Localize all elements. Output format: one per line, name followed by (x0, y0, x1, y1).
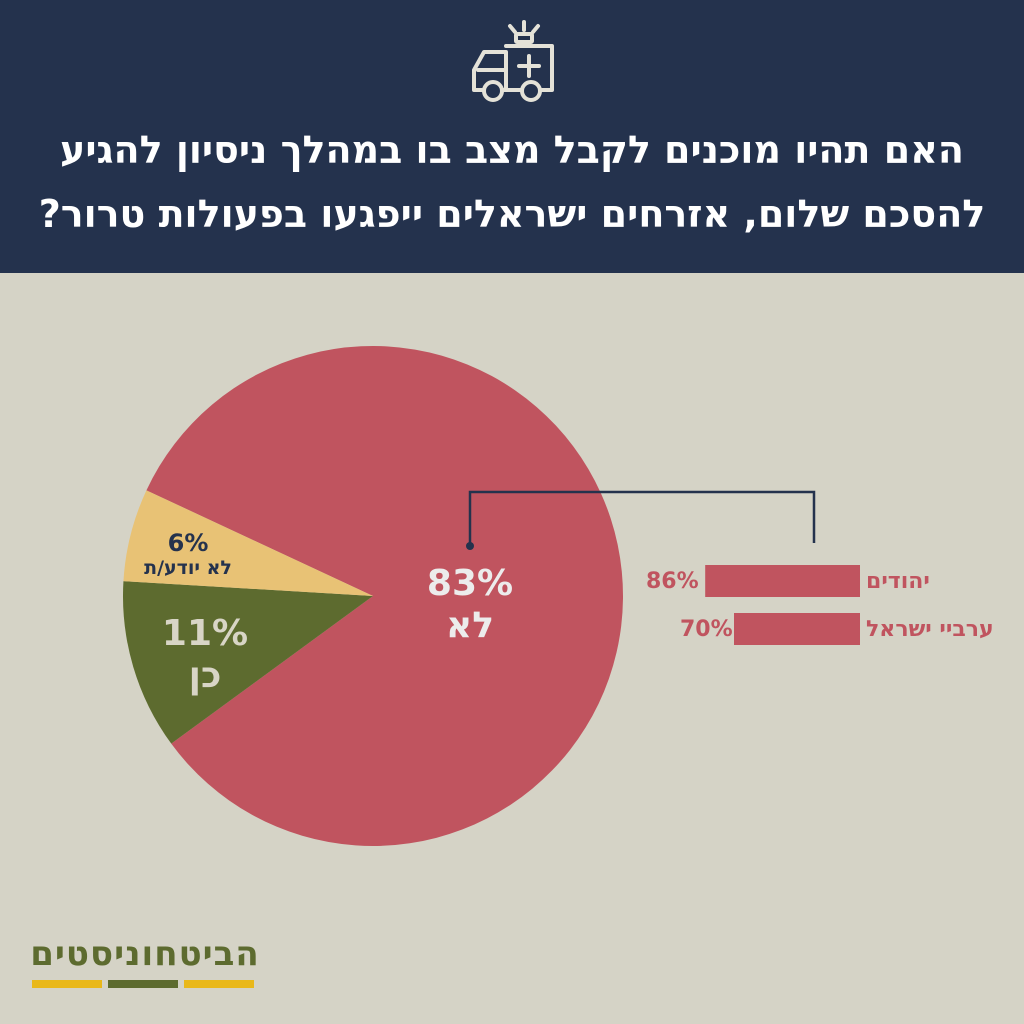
logo-stripe (108, 980, 178, 988)
logo-stripes (32, 980, 254, 988)
bar-value-arabs: 70% (680, 617, 733, 642)
slice-name-dont-know: לא יודע/ת (144, 557, 232, 579)
bar-1 (734, 613, 860, 645)
bar-category-jews: יהודים (866, 569, 930, 594)
bracket-dot (466, 542, 474, 550)
brand-logo: הביטחוניסטים (30, 934, 260, 974)
logo-stripe (32, 980, 102, 988)
header: האם תהיו מוכנים לקבל מצב בו במהלך ניסיון… (0, 0, 1024, 273)
slice-value-yes: 11% (161, 613, 249, 654)
slice-name-yes: כן (188, 655, 222, 696)
slice-label-yes: 11% כן (140, 613, 270, 697)
slice-label-dont-know: 6% לא יודע/ת (128, 529, 248, 579)
slice-value-no: 83% (426, 563, 514, 604)
slice-value-dont-know: 6% (167, 529, 209, 557)
bar-category-arabs: ערביי ישראל (866, 617, 994, 642)
chart-title: האם תהיו מוכנים לקבל מצב בו במהלך ניסיון… (38, 128, 986, 236)
logo-stripe (184, 980, 254, 988)
pie-slice-2 (123, 490, 374, 596)
bar-value-jews: 86% (646, 569, 699, 594)
ambulance-icon (472, 20, 554, 102)
slice-name-no: לא (446, 605, 494, 646)
bracket-connector (468, 490, 816, 544)
chart-svg (122, 346, 860, 846)
bar-0 (705, 565, 860, 597)
pie-slice-1 (122, 581, 373, 744)
chart-area: 83% לא 11% כן 6% לא יודע/ת יהודים ערביי … (0, 273, 1024, 1024)
pie-slice-0 (146, 346, 624, 846)
slice-label-no: 83% לא (400, 563, 540, 647)
